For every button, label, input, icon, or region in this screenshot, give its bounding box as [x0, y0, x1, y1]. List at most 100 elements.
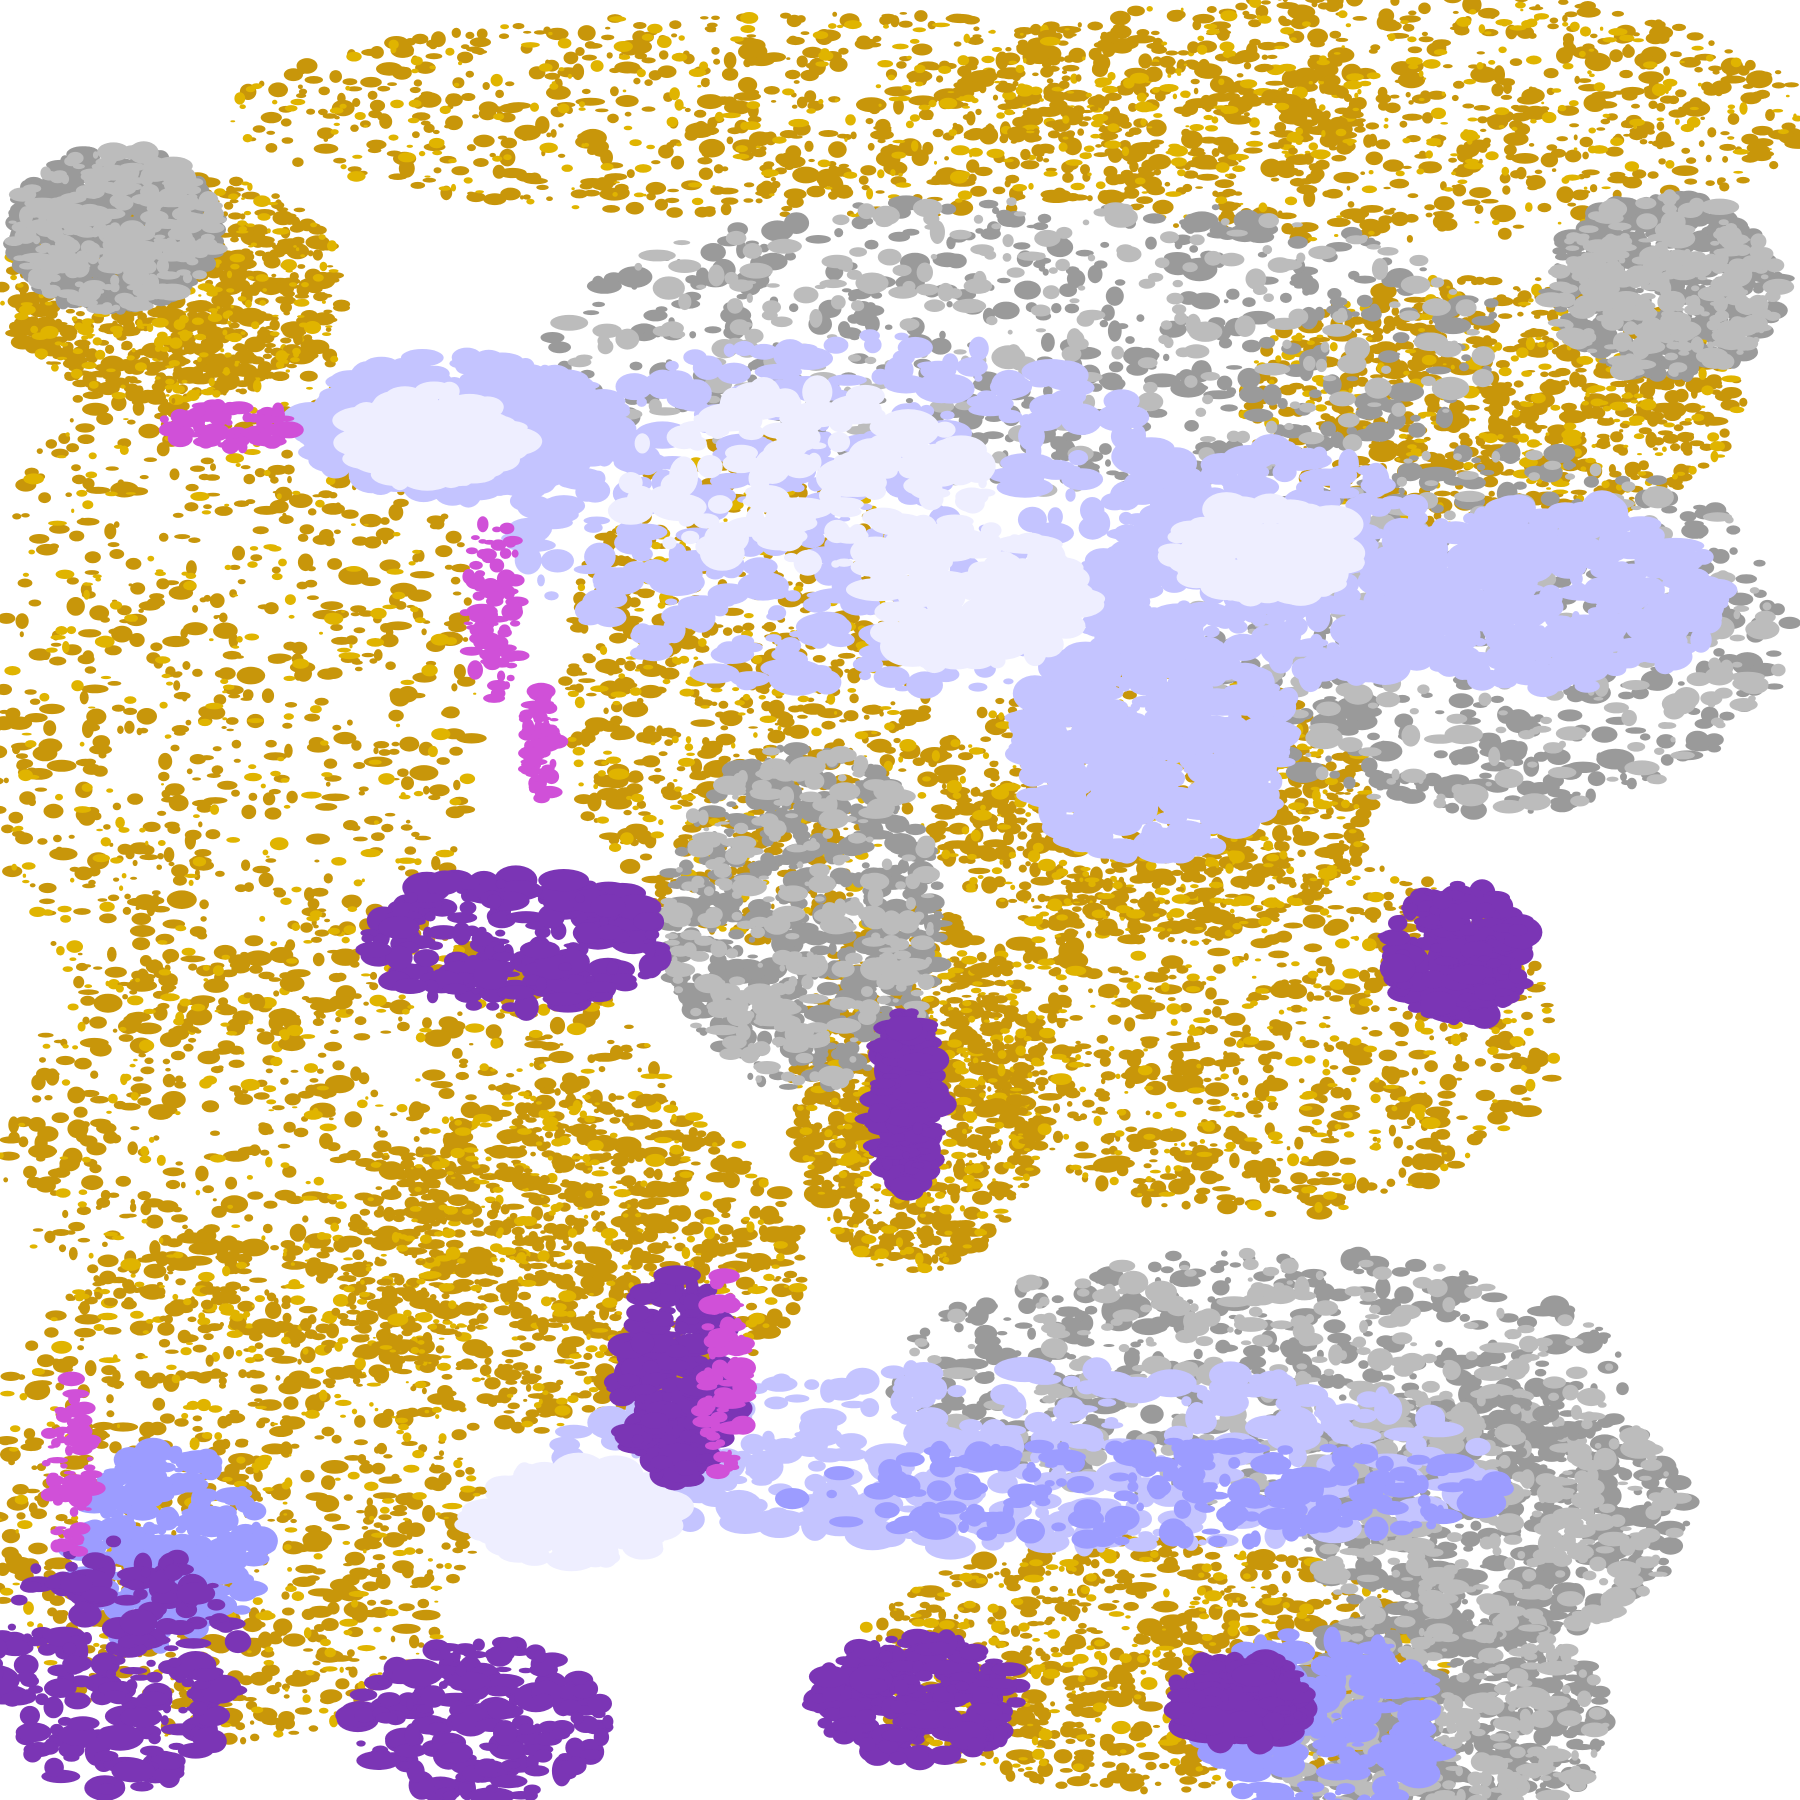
- map-cell: [1416, 168, 1425, 175]
- map-cell: [1497, 227, 1512, 240]
- map-cell: [347, 171, 366, 182]
- map-cell: [157, 840, 166, 846]
- map-cell: [8, 1131, 20, 1144]
- map-cell: [1588, 48, 1595, 52]
- map-cell: [213, 694, 227, 706]
- map-cell: [1338, 1, 1344, 9]
- map-cell: [1203, 175, 1212, 180]
- map-cell: [39, 1057, 46, 1063]
- map-cell: [1382, 159, 1404, 172]
- map-cell: [198, 1271, 215, 1282]
- map-cell: [1082, 116, 1092, 121]
- map-cell: [636, 697, 644, 704]
- map-cell: [578, 101, 586, 108]
- map-cell: [676, 766, 686, 772]
- map-cell: [1432, 39, 1451, 47]
- map-cell: [107, 542, 120, 548]
- map-cell: [330, 355, 339, 363]
- map-cell: [1694, 66, 1703, 73]
- map-cell: [562, 1072, 578, 1085]
- map-cell: [1581, 174, 1591, 179]
- map-cell: [1453, 80, 1465, 89]
- map-cell: [590, 190, 596, 195]
- map-cell: [1370, 44, 1381, 51]
- map-cell: [140, 1146, 149, 1157]
- map-cell: [256, 1028, 265, 1033]
- map-cell: [194, 1029, 202, 1034]
- map-cell: [748, 726, 758, 729]
- map-cell: [482, 82, 490, 90]
- map-cell: [1347, 201, 1355, 208]
- map-cell: [458, 1058, 469, 1065]
- map-cell: [1571, 189, 1589, 201]
- map-cell: [53, 834, 62, 843]
- map-cell: [292, 490, 301, 496]
- map-cell: [96, 635, 115, 648]
- map-cell: [385, 627, 394, 637]
- map-cell: [12, 830, 26, 838]
- map-cell: [304, 579, 318, 588]
- map-cell: [170, 744, 180, 752]
- map-cell: [650, 741, 656, 746]
- map-cell: [380, 517, 390, 525]
- map-cell: [667, 188, 679, 193]
- map-cell: [1375, 139, 1391, 150]
- map-cell: [1551, 168, 1557, 173]
- map-cell: [596, 1056, 604, 1062]
- map-cell: [232, 594, 239, 597]
- map-cell: [127, 793, 144, 805]
- map-cell: [1511, 153, 1539, 164]
- map-cell: [780, 12, 792, 19]
- map-cell: [1473, 105, 1491, 111]
- map-cell: [408, 99, 422, 108]
- map-cell: [666, 116, 678, 128]
- map-cell: [1164, 181, 1171, 187]
- map-cell: [373, 741, 390, 749]
- map-cell: [863, 714, 870, 720]
- map-cell: [82, 650, 94, 662]
- map-cell: [268, 468, 276, 480]
- map-cell: [5, 707, 21, 720]
- map-cell: [299, 524, 315, 535]
- map-cell: [492, 155, 503, 162]
- map-cell: [3, 777, 9, 784]
- map-cell: [308, 737, 326, 749]
- map-cell: [654, 1073, 673, 1080]
- map-cell: [278, 558, 287, 567]
- map-cell: [777, 725, 782, 731]
- map-cell: [157, 853, 164, 860]
- map-cell: [345, 635, 358, 645]
- map-cell: [77, 1237, 91, 1243]
- map-cell: [3, 1177, 9, 1183]
- map-cell: [782, 88, 795, 96]
- map-cell: [272, 99, 278, 105]
- map-cell: [1159, 84, 1179, 92]
- map-cell: [129, 925, 156, 937]
- map-cell: [236, 1015, 244, 1023]
- map-cell: [293, 1127, 309, 1138]
- map-cell: [88, 706, 96, 709]
- map-cell: [1443, 187, 1454, 192]
- map-cell: [818, 130, 839, 137]
- map-cell: [390, 99, 404, 109]
- map-cell: [850, 131, 857, 140]
- map-cell: [210, 1130, 220, 1136]
- map-cell: [608, 768, 630, 780]
- map-cell: [1154, 91, 1166, 102]
- map-cell: [633, 192, 645, 198]
- map-cell: [183, 580, 197, 591]
- map-cell: [141, 1253, 164, 1262]
- map-cell: [0, 683, 12, 696]
- map-cell: [622, 89, 627, 93]
- map-cell: [1569, 123, 1580, 128]
- map-cell: [313, 924, 319, 929]
- map-cell: [812, 655, 826, 663]
- map-cell: [360, 848, 381, 858]
- map-cell: [202, 964, 210, 971]
- map-cell: [136, 708, 157, 725]
- map-cell: [361, 878, 365, 883]
- map-cell: [302, 1347, 309, 1355]
- map-cell: [1494, 107, 1510, 116]
- map-cell: [369, 99, 386, 112]
